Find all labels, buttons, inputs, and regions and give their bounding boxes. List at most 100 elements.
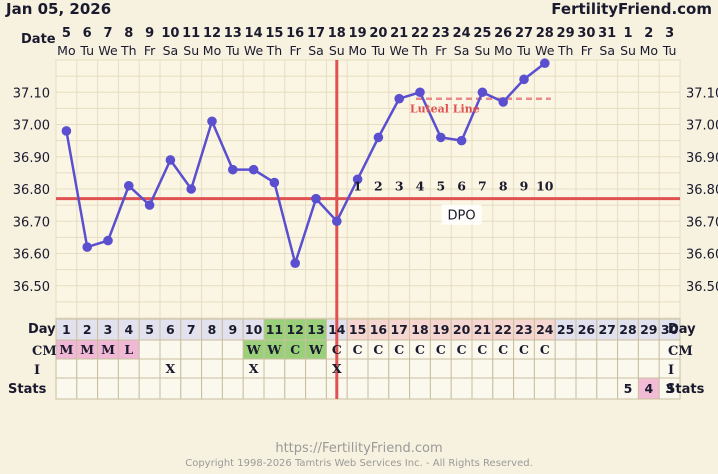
day-number: 29 xyxy=(640,322,657,337)
cm-cell xyxy=(180,339,203,360)
cm-cell xyxy=(637,339,660,360)
stats-cell xyxy=(159,377,182,400)
weekday-label: Mo xyxy=(203,43,221,58)
brand-name: FertilityFriend.com xyxy=(551,0,712,18)
stats-cell xyxy=(533,377,556,400)
weekday-label: Th xyxy=(266,43,283,58)
cm-value: C xyxy=(415,342,425,357)
weekday-label: Mo xyxy=(640,43,658,58)
date-label: 27 xyxy=(515,26,533,41)
cm-cell xyxy=(617,339,639,360)
day-number: 14 xyxy=(328,322,346,337)
day-number: 15 xyxy=(349,322,366,337)
day-number: 20 xyxy=(453,322,471,337)
dpo-number: 5 xyxy=(436,179,445,194)
cm-value: M xyxy=(101,342,115,357)
intercourse-cell xyxy=(388,358,411,379)
weekday-label: Su xyxy=(620,43,636,58)
date-label: 13 xyxy=(224,26,242,41)
day-number: 16 xyxy=(370,322,388,337)
temperature-point xyxy=(124,180,134,191)
stats-cell xyxy=(596,377,619,400)
day-number: 6 xyxy=(166,322,175,337)
temperature-point xyxy=(165,155,176,165)
day-number: 26 xyxy=(578,322,596,337)
stats-cell xyxy=(305,377,327,400)
date-label: 24 xyxy=(453,26,471,41)
date-label: 29 xyxy=(557,26,575,41)
stats-cell xyxy=(284,377,307,400)
stats-cell xyxy=(513,377,535,400)
intercourse-cell xyxy=(97,358,119,379)
intercourse-cell xyxy=(492,358,515,379)
date-label: 15 xyxy=(265,26,283,41)
intercourse-mark: X xyxy=(249,361,259,376)
cm-value: C xyxy=(394,342,404,357)
cm-value: M xyxy=(80,342,94,357)
temperature-point xyxy=(498,97,509,107)
day-number: 24 xyxy=(536,322,554,337)
y-tick-label-right: 37.00 xyxy=(686,119,718,134)
cm-value: W xyxy=(308,342,324,357)
cm-value: C xyxy=(436,342,446,357)
stats-value: 5 xyxy=(624,381,633,396)
stats-cell xyxy=(367,377,390,400)
temperature-point xyxy=(290,258,301,268)
intercourse-cell xyxy=(76,358,99,379)
cm-cell xyxy=(221,339,244,360)
stats-cell xyxy=(492,377,515,400)
intercourse-cell xyxy=(305,358,327,379)
weekday-label: Su xyxy=(474,43,490,58)
day-row-label-right: Day xyxy=(668,322,696,337)
intercourse-cell xyxy=(575,358,598,379)
cm-value: C xyxy=(373,342,383,357)
dpo-number: 8 xyxy=(499,179,508,194)
date-label: 28 xyxy=(536,26,554,41)
cm-cell xyxy=(554,339,577,360)
y-tick-label-right: 36.60 xyxy=(686,248,718,263)
intercourse-cell xyxy=(180,358,203,379)
date-label: 30 xyxy=(577,26,595,41)
stats-cell xyxy=(117,377,140,400)
y-tick-label-left: 36.50 xyxy=(13,280,50,295)
cm-row-label-right: CM xyxy=(668,344,693,359)
cm-cell xyxy=(575,339,598,360)
day-number: 4 xyxy=(124,322,133,337)
temperature-point xyxy=(144,200,155,210)
weekday-label: Th xyxy=(120,43,137,58)
date-label: 19 xyxy=(349,26,367,41)
intercourse-cell xyxy=(471,358,494,379)
temperature-point xyxy=(373,132,384,143)
stats-cell xyxy=(201,377,223,400)
weekday-label: Fr xyxy=(144,43,156,58)
cm-value: C xyxy=(477,342,487,357)
day-number: 12 xyxy=(286,322,303,337)
weekday-label: Mo xyxy=(57,43,75,58)
intercourse-cell xyxy=(409,358,431,379)
intercourse-cell xyxy=(117,358,140,379)
footer-url[interactable]: https://FertilityFriend.com xyxy=(275,441,442,456)
dpo-number: 4 xyxy=(416,179,425,194)
date-label: 5 xyxy=(62,26,71,41)
cm-value: W xyxy=(246,342,262,357)
weekday-label: Tu xyxy=(371,43,386,58)
cm-value: M xyxy=(59,342,73,357)
stats-cell xyxy=(55,377,78,400)
day-number: 9 xyxy=(228,322,237,337)
temperature-point xyxy=(436,132,446,143)
y-tick-label-right: 37.10 xyxy=(686,86,718,101)
stats-cell xyxy=(409,377,431,400)
temperature-point xyxy=(82,242,92,252)
day-number: 2 xyxy=(83,322,92,337)
intercourse-cell xyxy=(554,358,577,379)
temperature-point xyxy=(332,216,342,227)
intercourse-cell xyxy=(617,358,639,379)
date-label: 10 xyxy=(161,26,179,41)
weekday-label: Mo xyxy=(348,43,366,58)
y-tick-label-left: 36.90 xyxy=(13,151,50,166)
day-number: 3 xyxy=(104,322,113,337)
date-label: 12 xyxy=(203,26,221,41)
stats-cell xyxy=(221,377,244,400)
stats-cell xyxy=(346,377,369,400)
cm-value: C xyxy=(353,342,363,357)
